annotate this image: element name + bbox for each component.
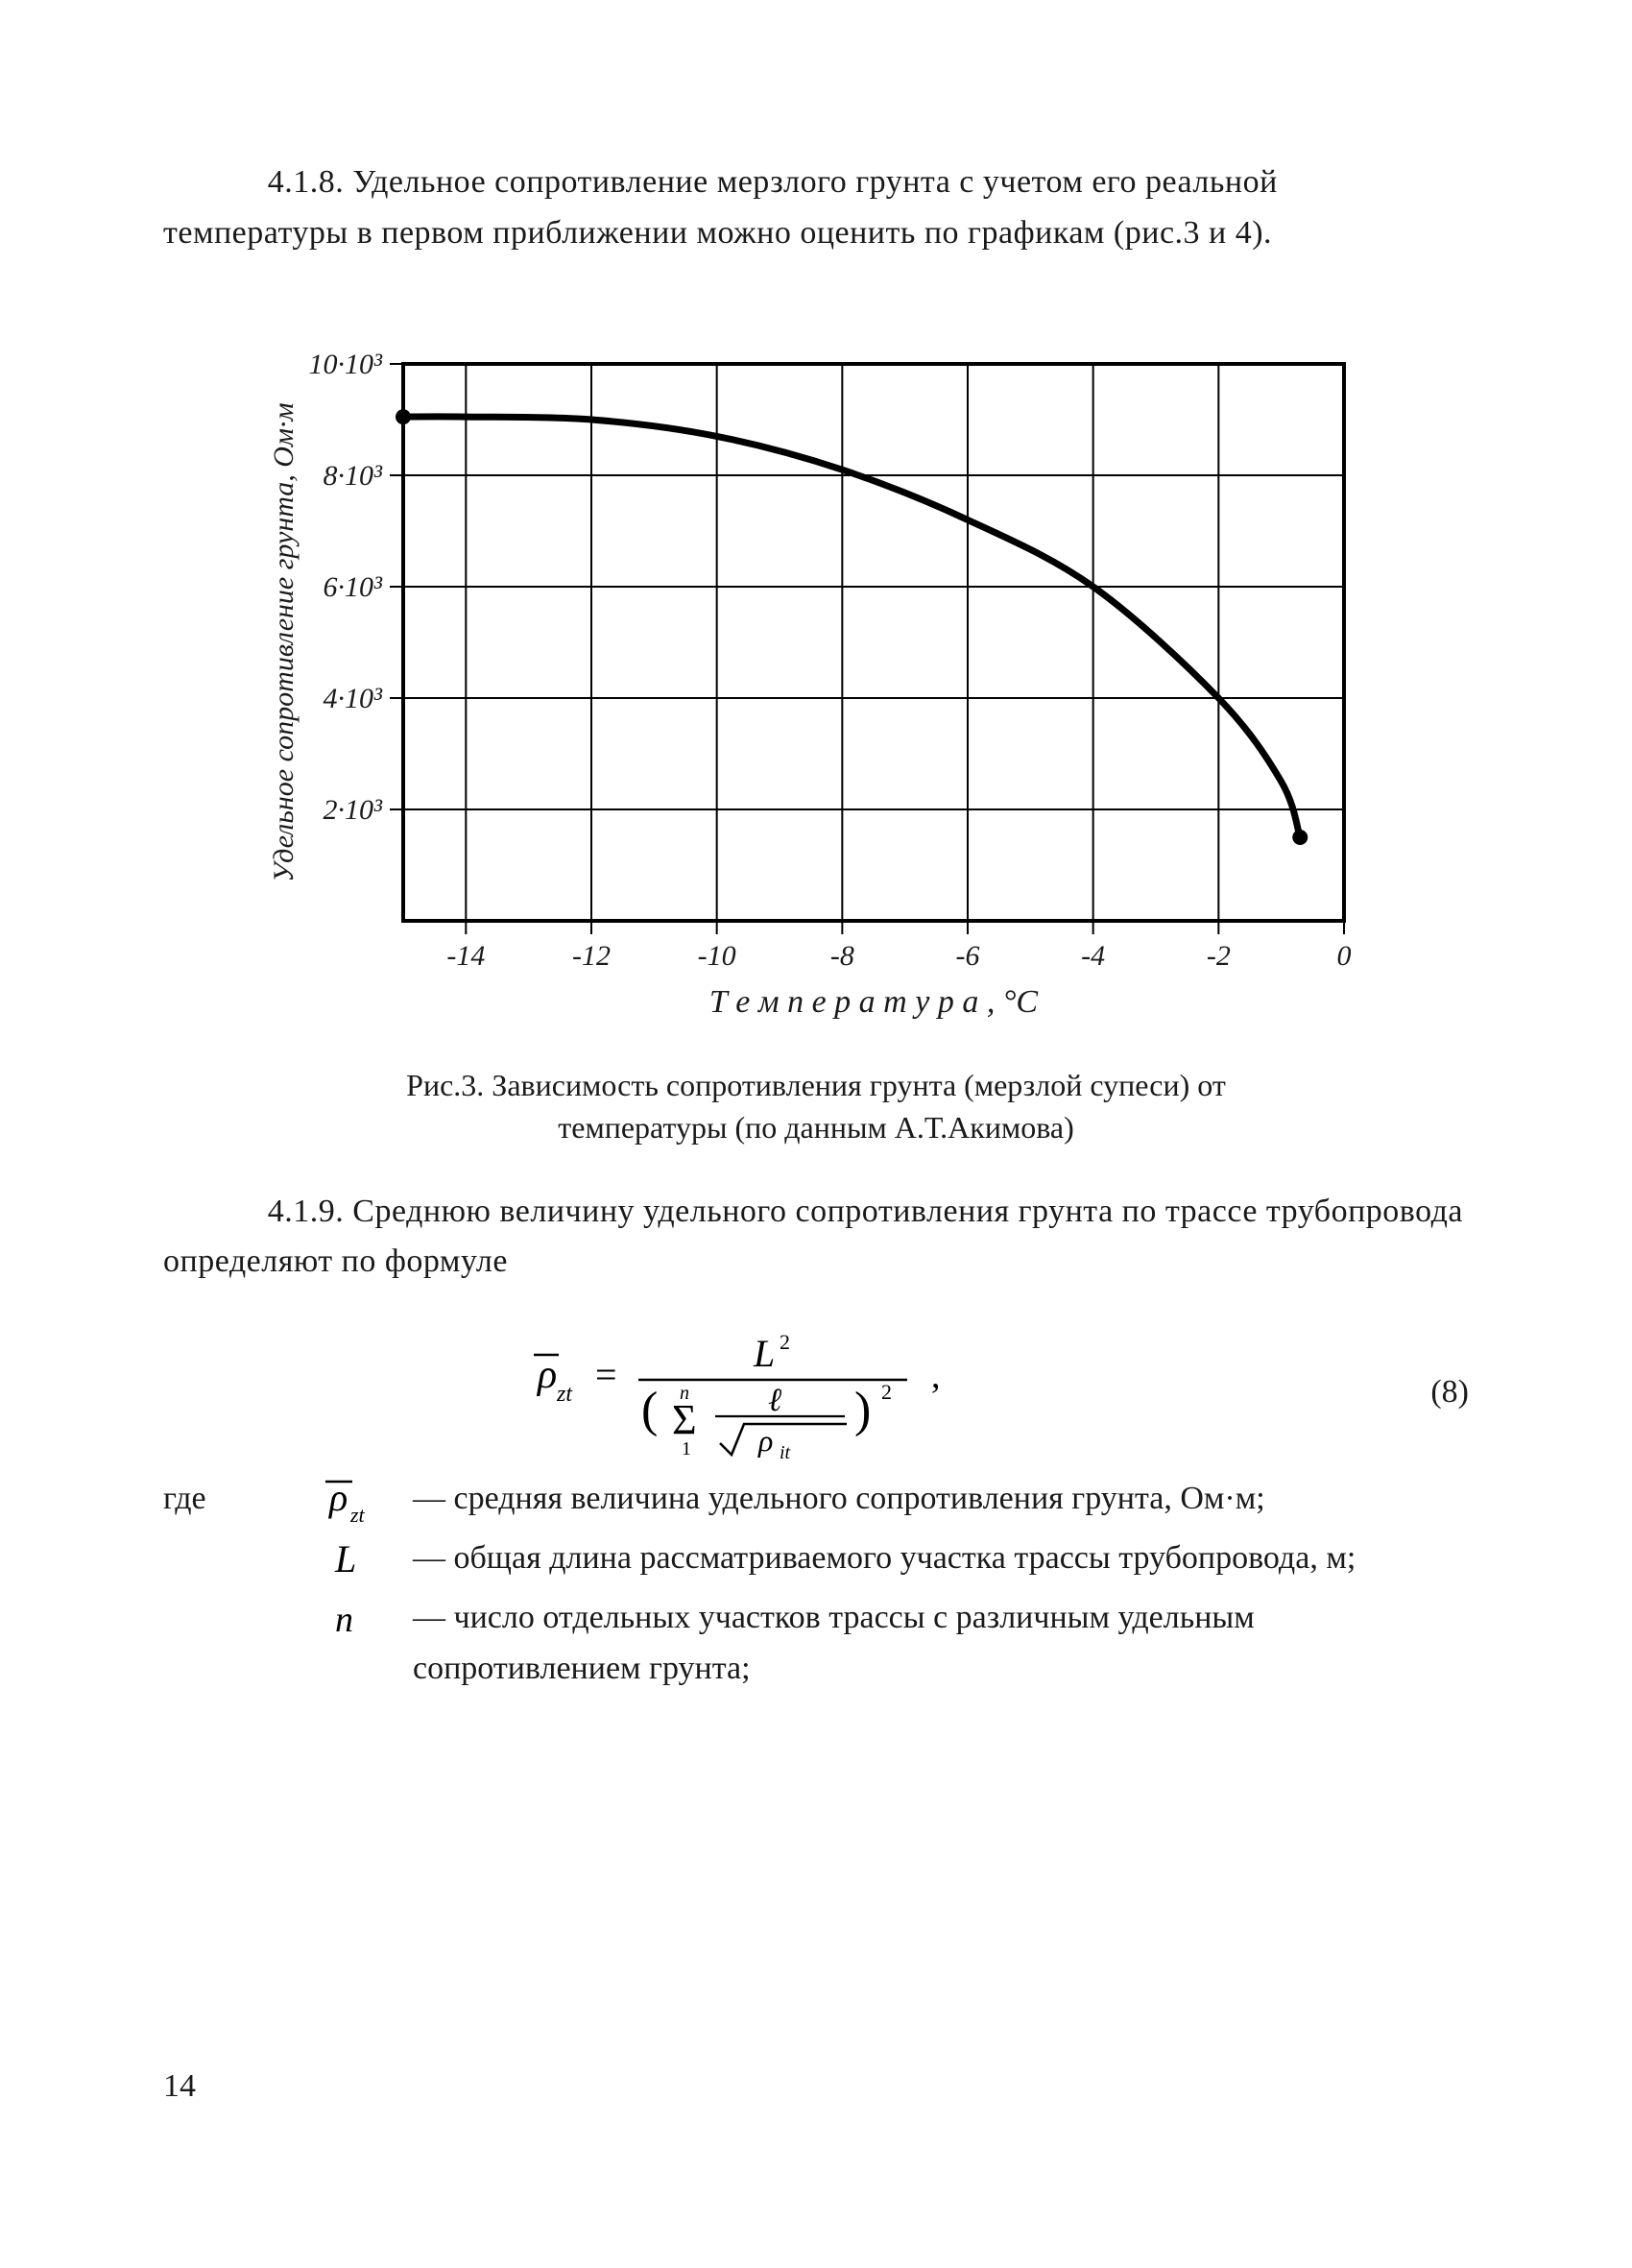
- svg-text:it: it: [780, 1442, 791, 1463]
- para-4-1-8: 4.1.8. Удельное сопротивление мерзлого г…: [163, 157, 1469, 258]
- svg-text:ℓ: ℓ: [768, 1383, 781, 1418]
- svg-text:ρ: ρ: [757, 1423, 773, 1458]
- svg-text:,: ,: [931, 1356, 941, 1396]
- svg-text:2: 2: [881, 1380, 892, 1404]
- svg-text:zt: zt: [556, 1382, 573, 1407]
- svg-text:-4: -4: [1081, 940, 1105, 972]
- svg-text:-14: -14: [446, 940, 485, 972]
- svg-text:=: =: [595, 1353, 617, 1396]
- equation-number: (8): [1334, 1374, 1469, 1411]
- svg-text:2·10³: 2·10³: [324, 794, 384, 826]
- page-number: 14: [163, 2068, 196, 2105]
- svg-text:-8: -8: [830, 940, 854, 972]
- definition-list: где ρzt — средняя величина удельного соп…: [163, 1474, 1469, 1694]
- def-L-text: — общая длина рассматриваемого участка т…: [413, 1533, 1469, 1587]
- svg-text:1: 1: [682, 1438, 691, 1460]
- svg-text:-12: -12: [572, 940, 611, 972]
- svg-text:0: 0: [1337, 940, 1352, 972]
- svg-text:n: n: [335, 1600, 353, 1640]
- svg-text:(: (: [641, 1383, 658, 1437]
- chart-svg: -14 -12 -10 -8 -6 -4 -2 0 2·10³ 4·10³ 6·10³ 8·10³ 10…: [250, 335, 1382, 1026]
- sym-n: n: [288, 1593, 413, 1694]
- svg-text:6·10³: 6·10³: [324, 571, 384, 603]
- svg-text:10·10³: 10·10³: [309, 349, 384, 380]
- svg-text:-2: -2: [1207, 940, 1231, 972]
- svg-text:zt: zt: [349, 1503, 366, 1527]
- svg-text:L: L: [753, 1332, 775, 1375]
- svg-text:Удельное сопротивление грунта,: Удельное сопротивление грунта, Ом·м: [268, 403, 300, 882]
- svg-text:4·10³: 4·10³: [324, 683, 384, 714]
- svg-text:): ): [854, 1383, 871, 1437]
- caption-line-2: температуры (по данным А.Т.Акимова): [558, 1110, 1074, 1145]
- svg-text:Т е м п е р а т у р а , °C: Т е м п е р а т у р а , °C: [709, 984, 1039, 1020]
- para-4-1-9: 4.1.9. Среднюю величину удельного сопрот…: [163, 1187, 1469, 1288]
- def-n-text: — число отдельных участков трассы с разл…: [413, 1593, 1469, 1694]
- definition-rho: где ρzt — средняя величина удельного соп…: [163, 1474, 1469, 1528]
- svg-text:-10: -10: [698, 940, 736, 972]
- caption-line-1: Рис.3. Зависимость сопротивления грунта …: [406, 1068, 1226, 1102]
- figure-3: -14 -12 -10 -8 -6 -4 -2 0 2·10³ 4·10³ 6·10³ 8·10³ 10…: [163, 335, 1469, 1026]
- svg-text:n: n: [680, 1383, 689, 1404]
- equation-8: ρzt=L2(Σn1ℓρit)2, (8): [163, 1320, 1469, 1464]
- svg-text:2: 2: [780, 1330, 790, 1354]
- definition-L: L — общая длина рассматриваемого участка…: [163, 1533, 1469, 1587]
- sym-L: L: [288, 1533, 413, 1587]
- svg-text:ρ: ρ: [536, 1353, 557, 1397]
- sym-rho: ρzt: [288, 1474, 413, 1528]
- page: 4.1.8. Удельное сопротивление мерзлого г…: [0, 0, 1632, 2268]
- svg-text:8·10³: 8·10³: [324, 460, 384, 492]
- svg-text:-6: -6: [956, 940, 980, 972]
- equation-8-svg: ρzt=L2(Σn1ℓρit)2,: [528, 1320, 970, 1464]
- def-rho-text: — средняя величина удельного сопротивлен…: [413, 1474, 1469, 1528]
- definition-n: n — число отдельных участков трассы с ра…: [163, 1593, 1469, 1694]
- svg-text:L: L: [334, 1537, 356, 1580]
- def-intro: где: [163, 1474, 288, 1528]
- figure-3-caption: Рис.3. Зависимость сопротивления грунта …: [264, 1065, 1368, 1147]
